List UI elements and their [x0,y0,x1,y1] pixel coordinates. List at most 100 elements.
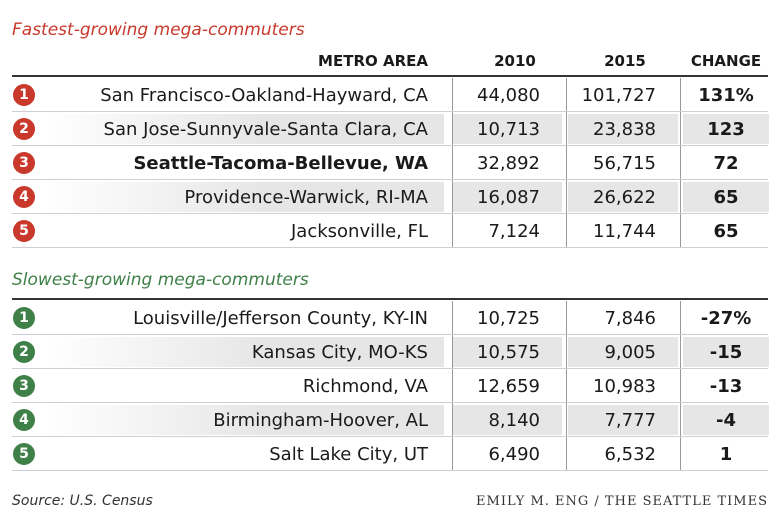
column-divider [566,146,567,180]
value-2015: 10,983 [593,376,656,397]
value-change: 72 [713,153,739,174]
column-divider [452,403,453,437]
cell-shading-2010 [452,337,562,367]
column-divider [680,301,681,335]
rank-badge: 1 [13,307,35,329]
table-row: 3 Richmond, VA 12,659 10,983 -13 [0,369,780,403]
row-separator [12,179,768,180]
value-2015: 56,715 [593,153,656,174]
value-2015: 7,777 [604,410,656,431]
column-divider [680,78,681,112]
column-divider [566,214,567,248]
metro-name: San Francisco-Oakland-Hayward, CA [100,85,428,106]
cell-shading-change [683,114,769,144]
cell-shading-2015 [568,114,678,144]
value-change: -15 [709,342,743,363]
table-row: 1 Louisville/Jefferson County, KY-IN 10,72… [0,301,780,335]
cell-shading-change [683,405,769,435]
metro-name: Richmond, VA [302,376,428,397]
column-divider [452,437,453,471]
fastest-table: 1 San Francisco-Oakland-Hayward, CA 44,080… [0,78,780,248]
value-change: 131% [698,85,754,106]
row-shading [44,182,444,212]
value-2015: 7,846 [604,308,656,329]
credit-line: EMILY M. ENG / THE SEATTLE TIMES [476,494,768,509]
column-divider [452,335,453,369]
metro-name: Birmingham-Hoover, AL [213,410,428,431]
value-2015: 101,727 [581,85,656,106]
table-row: 5 Salt Lake City, UT 6,490 6,532 1 [0,437,780,471]
rank-badge: 4 [13,409,35,431]
value-change: 65 [713,221,739,242]
value-2010: 12,659 [477,376,540,397]
value-2015: 26,622 [593,187,656,208]
header-2010: 2010 [494,52,536,70]
row-separator [12,145,768,146]
column-divider [452,369,453,403]
column-divider [566,335,567,369]
column-divider [566,437,567,471]
row-separator [12,436,768,437]
metro-name: Louisville/Jefferson County, KY-IN [133,308,428,329]
table-row: 4 Birmingham-Hoover, AL 8,140 7,777 -4 [0,403,780,437]
row-shading [44,114,444,144]
column-divider [452,112,453,146]
value-change: -27% [700,308,752,329]
header-metro: METRO AREA [318,52,428,70]
value-2010: 6,490 [488,444,540,465]
value-change: 123 [707,119,745,140]
table-header: METRO AREA 2010 2015 CHANGE [0,50,780,74]
column-divider [566,369,567,403]
cell-shading-2015 [568,405,678,435]
column-divider [680,180,681,214]
header-2015: 2015 [604,52,646,70]
row-separator [12,213,768,214]
metro-name: San Jose-Sunnyvale-Santa Clara, CA [103,119,428,140]
value-change: -4 [716,410,736,431]
metro-name: Jacksonville, FL [290,221,428,242]
column-divider [680,437,681,471]
slowest-section-title: Slowest-growing mega-commuters [12,270,309,290]
value-2010: 8,140 [488,410,540,431]
rank-badge: 3 [13,375,35,397]
cell-shading-2010 [452,182,562,212]
value-2010: 16,087 [477,187,540,208]
value-2015: 9,005 [604,342,656,363]
slowest-table: 1 Louisville/Jefferson County, KY-IN 10,72… [0,301,780,471]
value-change: 65 [713,187,739,208]
rank-badge: 4 [13,186,35,208]
value-2010: 10,725 [477,308,540,329]
header-rule [12,75,768,77]
cell-shading-2015 [568,337,678,367]
column-divider [680,369,681,403]
fastest-section-title: Fastest-growing mega-commuters [12,20,305,40]
column-divider [566,180,567,214]
cell-shading-2010 [452,114,562,144]
table-row: 4 Providence-Warwick, RI-MA 16,087 26,622 65 [0,180,780,214]
rank-badge: 5 [13,220,35,242]
cell-shading-change [683,182,769,212]
row-separator [12,368,768,369]
row-shading [44,405,444,435]
column-divider [566,301,567,335]
value-2015: 11,744 [593,221,656,242]
value-2010: 10,713 [477,119,540,140]
value-2010: 10,575 [477,342,540,363]
table-row: 2 Kansas City, MO-KS 10,575 9,005 -15 [0,335,780,369]
column-divider [452,146,453,180]
column-divider [680,335,681,369]
source-note: Source: U.S. Census [12,493,153,509]
cell-shading-2015 [568,182,678,212]
column-divider [566,112,567,146]
row-separator [12,111,768,112]
column-divider [680,214,681,248]
column-divider [566,78,567,112]
row-separator [12,402,768,403]
row-separator [12,470,768,471]
header-change: CHANGE [690,52,762,70]
rank-badge: 3 [13,152,35,174]
value-change: -13 [709,376,743,397]
rank-badge: 2 [13,118,35,140]
row-separator [12,334,768,335]
column-divider [680,403,681,437]
